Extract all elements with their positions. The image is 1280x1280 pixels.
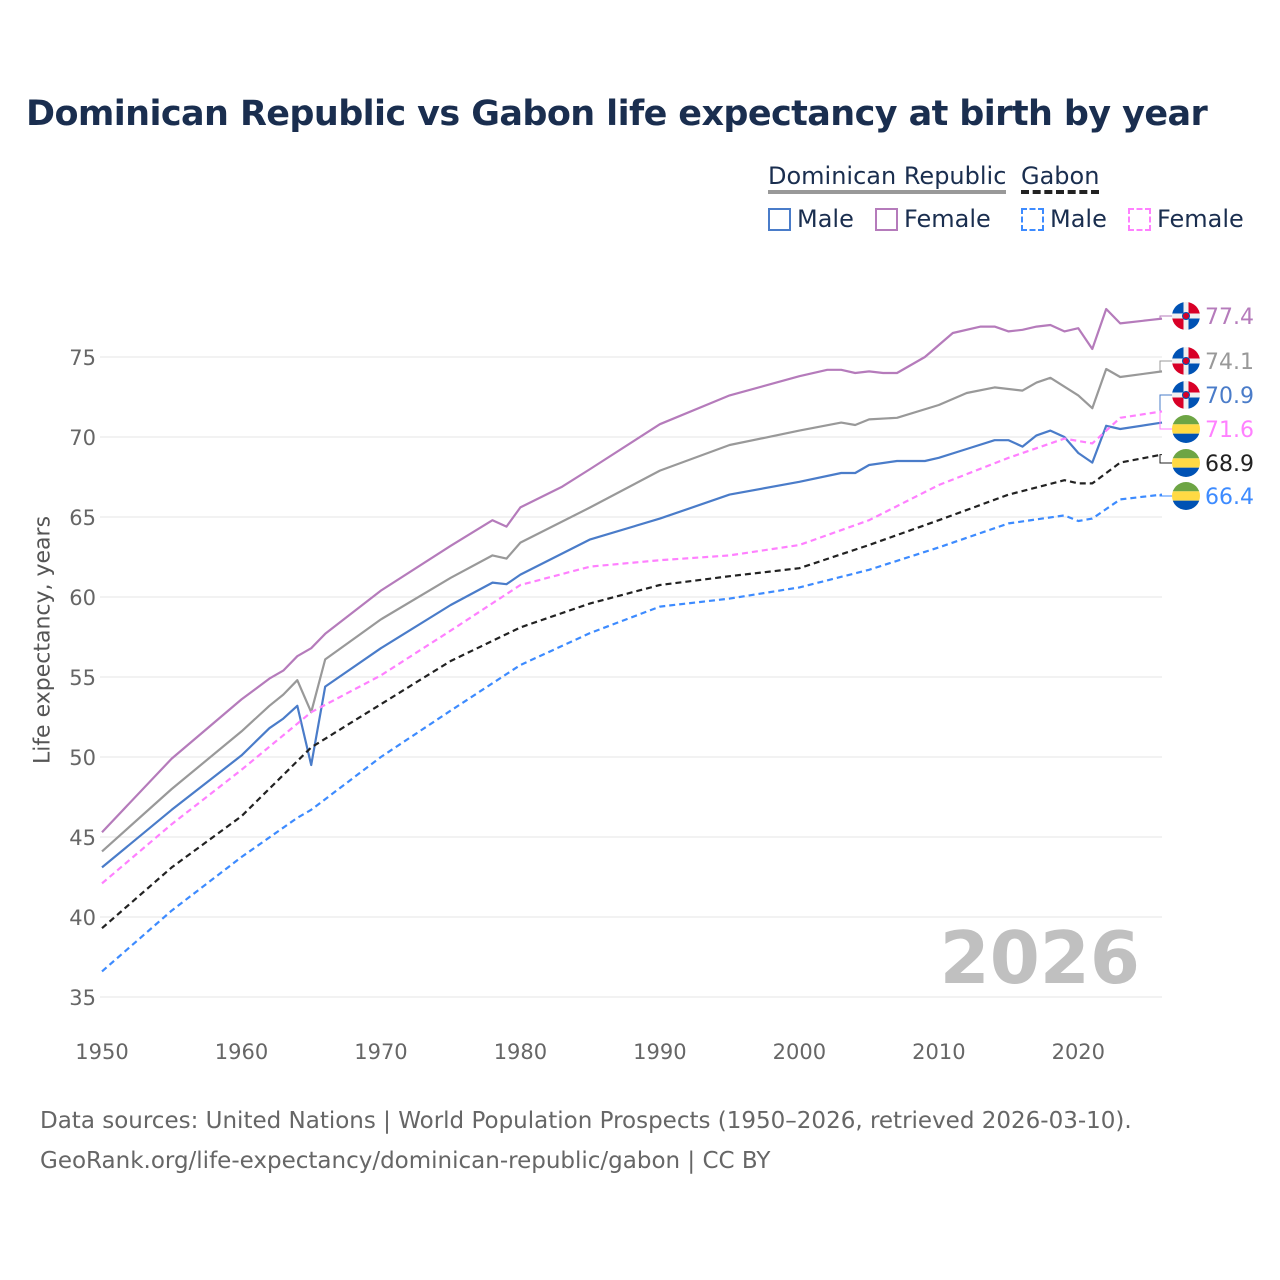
end-value-label: 70.9 xyxy=(1205,384,1254,409)
label-connector xyxy=(1159,315,1172,320)
legend-swatch xyxy=(875,207,898,231)
label-connector xyxy=(1159,360,1172,372)
x-tick-label: 2020 xyxy=(1052,1040,1105,1064)
x-tick-label: 1990 xyxy=(633,1040,686,1064)
series-line-gabon xyxy=(101,453,1163,930)
gabon-flag-icon xyxy=(1172,482,1200,510)
legend-label: Female xyxy=(1157,205,1244,233)
y-tick-label: 40 xyxy=(69,906,96,930)
legend-group-label: Gabon xyxy=(1021,162,1100,190)
footer-link[interactable]: GeoRank.org/life-expectancy/dominican-re… xyxy=(40,1148,771,1174)
end-value-label: 68.9 xyxy=(1205,452,1254,477)
end-value-label: 77.4 xyxy=(1205,305,1254,330)
footer-sources: Data sources: United Nations | World Pop… xyxy=(40,1108,1132,1134)
legend-group-label: Dominican Republic xyxy=(768,162,1007,190)
series-line-gabon-female xyxy=(101,410,1163,885)
label-connector xyxy=(1159,494,1172,497)
legend-label: Male xyxy=(1050,205,1107,233)
x-tick-label: 1970 xyxy=(354,1040,407,1064)
y-tick-label: 65 xyxy=(69,506,96,530)
legend-group-dominican-republic: Dominican Republic xyxy=(768,162,1007,194)
series-line-dominican-republic xyxy=(101,367,1163,853)
series-line-dominican-republic-male xyxy=(101,421,1163,869)
gabon-flag-icon xyxy=(1172,415,1200,443)
y-tick-label: 55 xyxy=(69,666,96,690)
gabon-flag-icon xyxy=(1172,449,1200,477)
dominican-republic-flag-icon xyxy=(1172,347,1200,375)
x-tick-label: 2010 xyxy=(912,1040,965,1064)
x-tick-label: 1960 xyxy=(215,1040,268,1064)
year-watermark: 2026 xyxy=(940,916,1140,1000)
legend-swatch xyxy=(1128,207,1151,231)
legend-group-gabon: Gabon xyxy=(1021,162,1100,194)
legend-swatch xyxy=(768,207,791,231)
end-value-label: 66.4 xyxy=(1205,485,1254,510)
label-connector xyxy=(1159,410,1172,430)
series-line-dominican-republic-female xyxy=(101,307,1163,833)
end-value-label: 74.1 xyxy=(1205,350,1254,375)
legend-label: Female xyxy=(904,205,991,233)
x-tick-label: 1950 xyxy=(75,1040,128,1064)
legend-item-gabon-male: Male xyxy=(1021,205,1107,233)
legend-item-gabon-female: Female xyxy=(1128,205,1244,233)
legend-swatch xyxy=(1021,207,1044,231)
chart-title: Dominican Republic vs Gabon life expecta… xyxy=(26,94,1208,134)
legend-label: Male xyxy=(797,205,854,233)
y-tick-label: 45 xyxy=(69,826,96,850)
dominican-republic-flag-icon xyxy=(1172,381,1200,409)
legend-item-dr-female: Female xyxy=(875,205,991,233)
series-line-gabon-male xyxy=(101,493,1163,973)
x-tick-label: 2000 xyxy=(773,1040,826,1064)
y-tick-label: 70 xyxy=(69,426,96,450)
y-tick-label: 50 xyxy=(69,746,96,770)
legend-item-dr-male: Male xyxy=(768,205,854,233)
x-tick-label: 1980 xyxy=(494,1040,547,1064)
y-tick-label: 75 xyxy=(69,346,96,370)
dominican-republic-flag-icon xyxy=(1172,302,1200,330)
y-tick-label: 35 xyxy=(69,986,96,1010)
y-tick-label: 60 xyxy=(69,586,96,610)
end-value-label: 71.6 xyxy=(1205,418,1254,443)
label-connector xyxy=(1159,394,1172,424)
label-connector xyxy=(1159,454,1172,464)
